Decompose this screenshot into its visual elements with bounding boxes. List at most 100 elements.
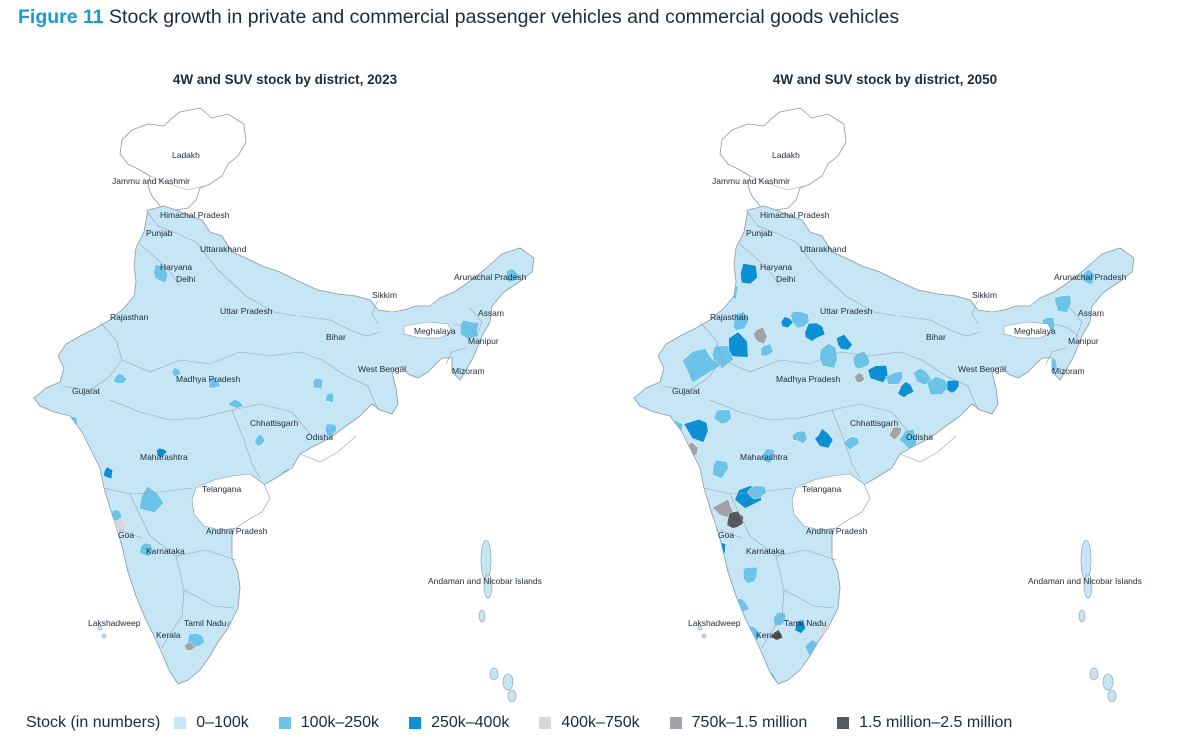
state-label: Meghalaya	[1014, 326, 1056, 336]
state-label: Arunachal Pradesh	[454, 272, 527, 282]
legend-label: 400k–750k	[561, 714, 640, 731]
state-border	[703, 487, 793, 495]
map-title-2023: 4W and SUV stock by district, 2023	[172, 72, 398, 87]
state-border	[1069, 307, 1083, 339]
state-label: Himachal Pradesh	[160, 210, 230, 220]
india-map-2023: Ladakh Jammu and Kashmir Himachal Pradesh P…	[33, 107, 542, 703]
state-label: Bihar	[326, 332, 346, 342]
state-border	[783, 589, 835, 609]
district-patch	[294, 496, 307, 508]
state-label: Kerala	[156, 630, 181, 640]
district-patch	[897, 381, 915, 398]
district-patch	[742, 566, 758, 584]
state-label: West Bengal	[358, 364, 406, 374]
legend-item: 0–100k	[174, 714, 249, 732]
island	[480, 539, 492, 581]
state-label: Bihar	[926, 332, 946, 342]
state-label: Manipur	[1068, 336, 1099, 346]
legend-swatch	[539, 717, 552, 729]
legend-swatch	[174, 717, 187, 729]
state-label: Mizoram	[452, 366, 485, 376]
district-patch	[208, 377, 222, 389]
district-patch	[153, 264, 169, 284]
district-patch	[885, 370, 903, 385]
legend-item: 1.5 million–2.5 million	[837, 714, 1012, 732]
map-title-2050: 4W and SUV stock by district, 2050	[772, 72, 998, 87]
district-patch	[740, 263, 758, 285]
state-label: Assam	[1078, 308, 1104, 318]
map-panel-2023: Ladakh Jammu and Kashmir Himachal Pradesh P…	[0, 60, 590, 710]
state-border	[445, 347, 467, 365]
state-border	[719, 529, 743, 539]
district-patch	[1054, 294, 1072, 313]
state-label: Andaman and Nicobar Islands	[428, 576, 542, 586]
figure-title-text: Stock growth in private and commercial p…	[109, 6, 900, 28]
island	[1080, 539, 1092, 581]
island	[697, 625, 703, 631]
state-border	[469, 307, 483, 339]
state-label: Chhattisgarh	[250, 418, 298, 428]
state-border	[371, 299, 379, 325]
state-border	[103, 487, 193, 495]
legend-swatch	[409, 717, 422, 729]
legend-swatch	[837, 717, 850, 729]
state-label: Telangana	[202, 484, 242, 494]
state-border	[121, 351, 271, 373]
state-border	[299, 435, 357, 463]
district-patch	[913, 367, 933, 386]
state-label: Andhra Pradesh	[806, 526, 868, 536]
state-label: Punjab	[746, 228, 773, 238]
region-ladakh	[119, 107, 247, 217]
island	[1107, 689, 1117, 703]
state-border	[745, 209, 797, 243]
state-label: Odisha	[906, 432, 933, 442]
state-border	[183, 589, 235, 609]
district-patch	[712, 498, 734, 518]
state-border	[195, 241, 297, 317]
state-label: West Bengal	[958, 364, 1006, 374]
map-body: Ladakh Jammu and Kashmir Himachal Pradesh P…	[633, 107, 1142, 703]
state-label: Maharashtra	[740, 452, 788, 462]
legend-label: 100k–250k	[300, 714, 380, 731]
state-border	[119, 529, 143, 539]
figure-title: Figure 11 Stock growth in private and co…	[18, 6, 899, 29]
district-patch	[804, 322, 826, 342]
district-patch	[854, 372, 865, 383]
region-meghalaya	[403, 321, 453, 339]
state-border	[231, 409, 261, 479]
island	[1102, 673, 1114, 691]
state-label: Karnataka	[746, 546, 785, 556]
district-patch	[867, 365, 889, 383]
island	[507, 689, 517, 703]
district-patch	[819, 343, 838, 369]
state-label: Maharashtra	[140, 452, 188, 462]
state-label: Uttar Pradesh	[220, 306, 273, 316]
legend-label: 0–100k	[196, 714, 249, 731]
district-patch	[103, 466, 114, 480]
region-telangana	[791, 473, 871, 531]
district-patch	[726, 511, 744, 529]
island	[478, 609, 486, 623]
state-label: Gujarat	[72, 386, 101, 396]
state-label: Delhi	[776, 274, 795, 284]
state-label: Sikkim	[972, 290, 997, 300]
state-label: Andaman and Nicobar Islands	[1028, 576, 1142, 586]
district-patch	[935, 462, 951, 481]
state-label: Uttarakhand	[200, 244, 247, 254]
district-patch	[651, 459, 669, 482]
state-label: Punjab	[146, 228, 173, 238]
state-label: Rajasthan	[710, 312, 749, 322]
district-patch	[946, 379, 960, 394]
district-patch	[391, 442, 401, 450]
state-label: Uttar Pradesh	[820, 306, 873, 316]
district-patch	[843, 436, 860, 451]
state-border	[831, 409, 861, 479]
state-border	[269, 351, 379, 411]
state-border	[761, 555, 785, 649]
district-patch	[748, 656, 765, 674]
state-border	[109, 399, 311, 435]
district-patch	[324, 392, 335, 404]
state-label: Delhi	[176, 274, 195, 284]
district-patch	[51, 425, 61, 438]
island	[101, 633, 107, 639]
